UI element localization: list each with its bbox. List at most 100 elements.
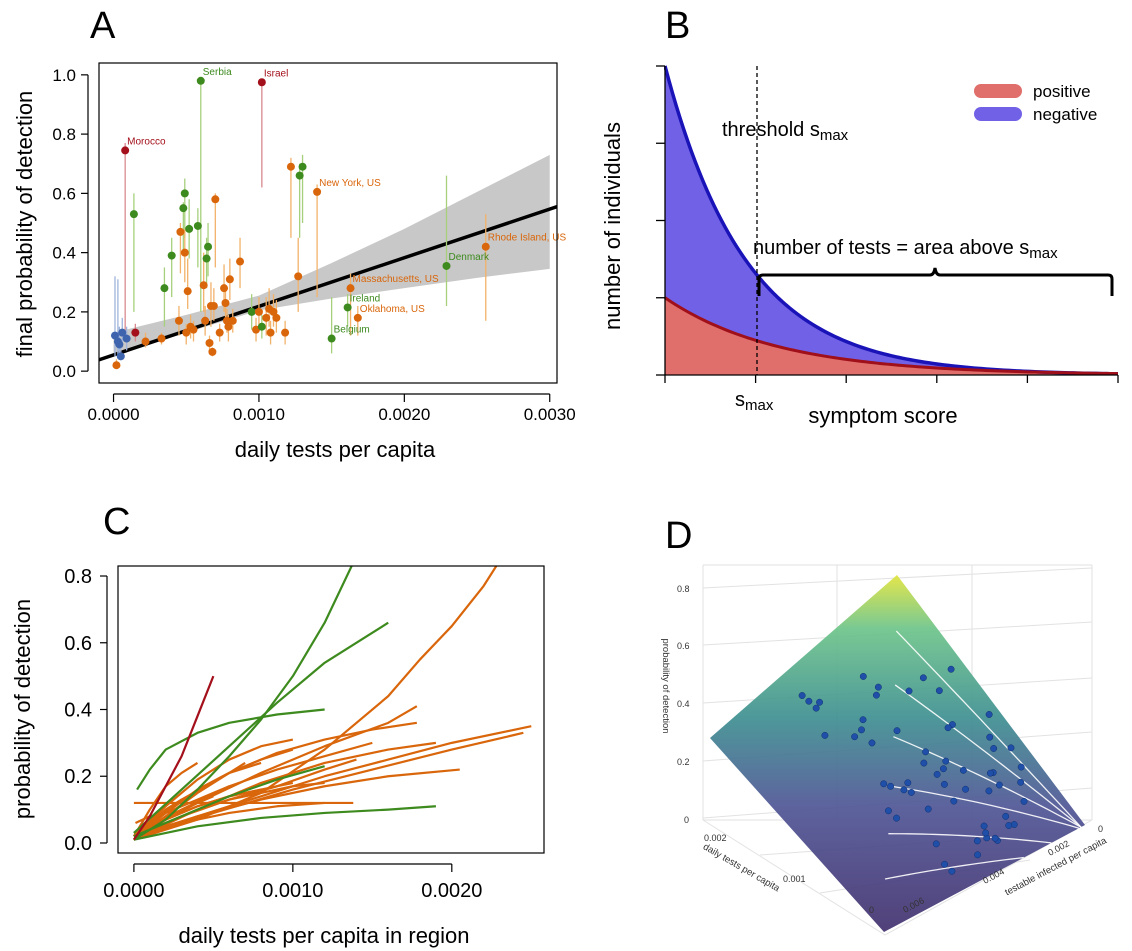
fit-line — [99, 205, 557, 362]
data-point — [851, 733, 859, 741]
y-tick-label: 0.4 — [64, 700, 92, 722]
data-point — [481, 242, 490, 251]
y-tick: 0.002 — [704, 833, 727, 843]
data-point — [196, 76, 205, 85]
detection-curve — [133, 768, 460, 838]
data-point — [940, 780, 948, 788]
data-point — [905, 687, 913, 695]
data-point — [185, 224, 194, 233]
data-point — [959, 766, 967, 774]
contour-line — [891, 785, 1080, 829]
data-point — [254, 307, 263, 316]
y-tick-label: 0.2 — [52, 303, 76, 322]
data-point — [986, 733, 994, 741]
data-point — [204, 242, 213, 251]
data-point — [821, 731, 829, 739]
data-point — [935, 687, 943, 695]
detection-curve — [136, 708, 325, 791]
data-point — [211, 195, 220, 204]
plot-frame — [117, 565, 545, 854]
data-point — [442, 261, 451, 270]
data-point — [941, 860, 949, 868]
x-tick-label: 0.0030 — [524, 405, 576, 424]
x-axis-label: symptom score — [808, 403, 957, 428]
data-point — [141, 337, 150, 346]
y-axis-label: number of individuals — [600, 122, 625, 330]
data-point — [272, 313, 281, 322]
regression-line — [99, 205, 557, 362]
data-point — [985, 711, 993, 718]
data-point — [160, 284, 169, 293]
y-axis-label: probability of detection — [10, 599, 35, 819]
detection-curve — [133, 621, 389, 834]
z-tick: 0.6 — [677, 641, 690, 651]
y-tick-label: 0.6 — [52, 184, 76, 203]
contour-line — [894, 684, 1082, 828]
data-point — [129, 210, 138, 219]
threshold-text: threshold s — [722, 119, 820, 141]
y-tick-label: 0.8 — [52, 125, 76, 144]
data-point — [904, 779, 912, 787]
legend-label-negative: negative — [1033, 105, 1097, 124]
data-point — [122, 334, 131, 343]
data-point — [121, 146, 130, 155]
data-point — [209, 301, 218, 310]
contour-line — [888, 833, 1052, 844]
data-point — [939, 765, 947, 773]
data-point — [812, 704, 820, 712]
data-point — [990, 745, 998, 752]
positive-curve — [664, 296, 1119, 376]
data-point — [112, 361, 121, 370]
legend: positive negative — [974, 82, 1097, 124]
panel-label-c: C — [103, 501, 130, 543]
data-point — [944, 724, 952, 732]
data-point — [924, 805, 932, 813]
legend-swatch-positive — [974, 84, 1022, 98]
point-label: New York, US — [319, 178, 381, 189]
detection-curve — [133, 566, 353, 841]
y-tick-label: 1.0 — [52, 66, 76, 85]
data-point — [116, 352, 125, 361]
data-point — [202, 254, 211, 263]
y-tick-label: 0.4 — [52, 244, 76, 263]
contour-line — [895, 630, 1082, 828]
panel-label-d: D — [665, 515, 692, 557]
data-point — [880, 780, 888, 788]
data-point — [220, 284, 229, 293]
data-point — [922, 748, 930, 756]
data-point — [199, 281, 208, 290]
smax-sub: max — [745, 397, 774, 414]
detection-curve — [133, 738, 294, 838]
data-point — [257, 78, 266, 87]
data-point — [298, 162, 307, 171]
confidence-band-area — [113, 154, 550, 357]
data-point — [980, 822, 988, 830]
data-point — [947, 665, 955, 673]
data-point — [224, 322, 233, 331]
data-point — [257, 322, 266, 331]
data-point — [950, 797, 958, 805]
panel-d: D 0.8 0.6 0.4 0.2 0 probab — [660, 515, 1109, 936]
data-point — [208, 347, 217, 356]
detection-curve — [133, 798, 183, 841]
area-annotation: number of tests = area above smax — [753, 237, 1058, 262]
data-point — [110, 331, 119, 340]
data-point — [974, 851, 982, 859]
y-axis: 0.0 0.2 0.4 0.6 0.8 1.0 — [52, 66, 89, 381]
data-point — [991, 834, 999, 842]
data-point — [859, 716, 867, 724]
data-point — [920, 759, 928, 767]
data-point — [816, 698, 823, 706]
data-point — [215, 328, 224, 337]
data-point — [933, 770, 941, 778]
z-axis: 0.8 0.6 0.4 0.2 0 — [677, 584, 690, 825]
data-point — [948, 867, 956, 875]
data-point — [115, 340, 124, 349]
grid-line — [702, 819, 886, 936]
data-point — [859, 672, 867, 680]
data-point — [805, 697, 813, 705]
x-axis: 0.0000 0.0010 0.0020 — [103, 863, 482, 902]
data-point — [868, 739, 876, 747]
x-tick-label: 0.0010 — [233, 405, 285, 424]
